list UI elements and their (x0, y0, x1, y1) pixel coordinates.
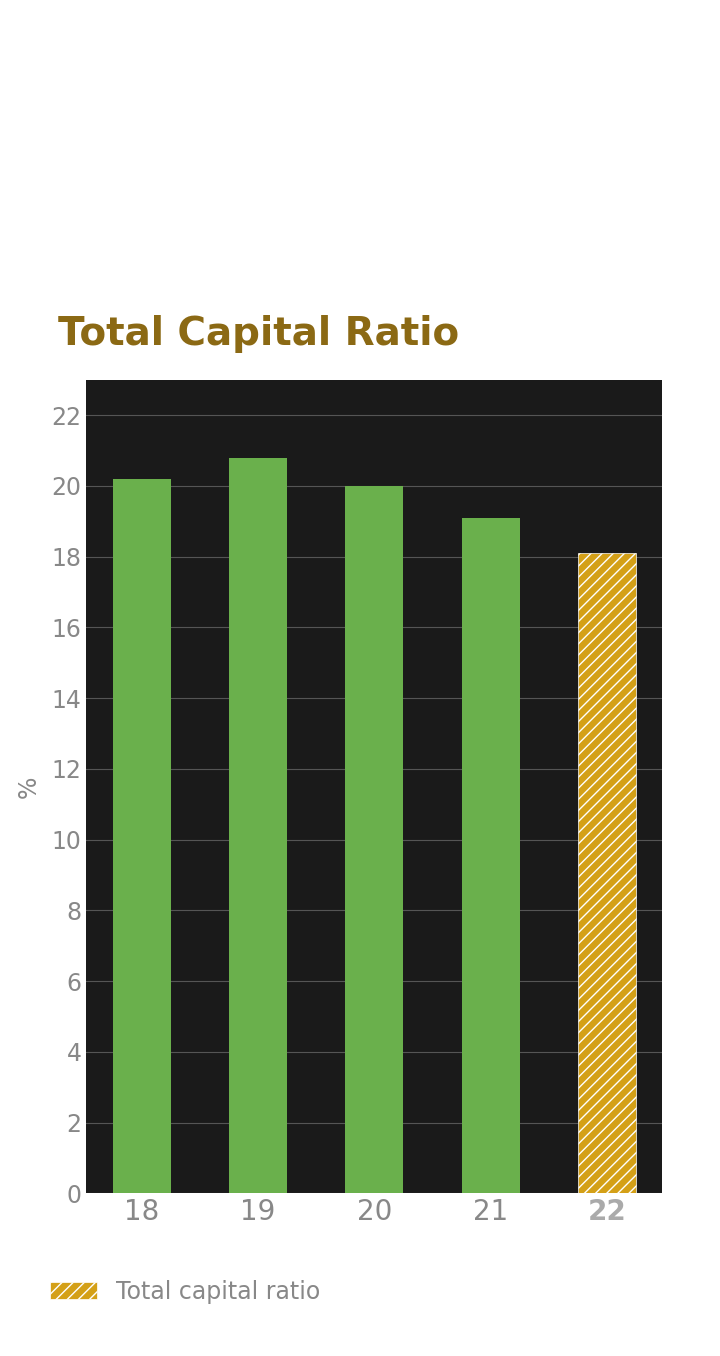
Bar (462, 518, 520, 1193)
Bar (346, 485, 403, 1193)
Text: Total Capital Ratio: Total Capital Ratio (58, 315, 459, 353)
Legend: Total capital ratio: Total capital ratio (40, 1271, 330, 1313)
Bar (578, 553, 636, 1193)
Bar (229, 457, 287, 1193)
Bar (112, 479, 171, 1193)
Y-axis label: %: % (17, 776, 40, 797)
